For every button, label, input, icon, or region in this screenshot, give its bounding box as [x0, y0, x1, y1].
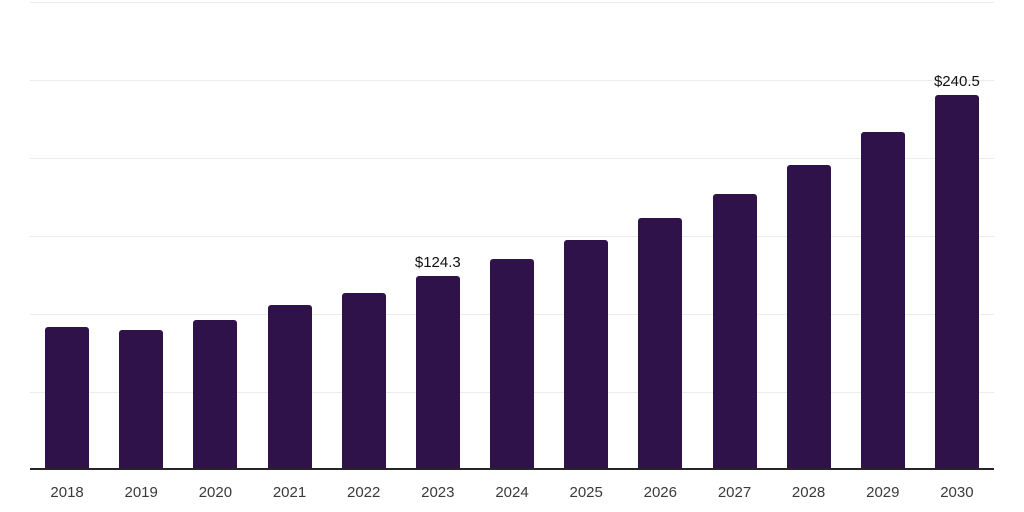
bar-2029 — [860, 132, 905, 470]
x-tick-label-2021: 2021 — [272, 484, 307, 501]
bar-2025 — [564, 239, 609, 470]
x-tick-label-2026: 2026 — [643, 484, 677, 501]
gridline — [30, 2, 994, 3]
bar-2028 — [786, 165, 831, 470]
plot-area: $124.3 $240.5 — [30, 0, 994, 470]
data-label-2030: $240.5 — [933, 72, 980, 90]
x-tick-label-2025: 2025 — [569, 484, 603, 501]
gridline — [30, 158, 994, 159]
bar-2019 — [119, 329, 164, 470]
bar-2020 — [193, 319, 238, 470]
x-tick-label-2027: 2027 — [717, 484, 752, 501]
bar-2023 — [415, 276, 460, 470]
x-tick-label-2024: 2024 — [495, 484, 529, 501]
bar-2027 — [712, 193, 757, 470]
bar-2030 — [934, 94, 979, 470]
x-tick-label-2029: 2029 — [866, 484, 900, 501]
bar-2021 — [267, 304, 312, 470]
gridline — [30, 236, 994, 237]
gridline — [30, 80, 994, 81]
bar-2022 — [341, 292, 386, 470]
x-tick-label-2022: 2022 — [347, 484, 381, 501]
x-tick-label-2023: 2023 — [421, 484, 455, 501]
x-tick-label-2030: 2030 — [940, 484, 974, 501]
bar-2024 — [490, 258, 534, 470]
x-axis-line — [30, 468, 994, 470]
bar-2026 — [638, 217, 683, 470]
x-tick-label-2020: 2020 — [198, 484, 233, 501]
bar-2018 — [45, 327, 90, 470]
x-tick-label-2018: 2018 — [50, 484, 84, 501]
data-label-2023: $124.3 — [414, 254, 461, 272]
x-tick-label-2019: 2019 — [124, 484, 158, 501]
x-tick-label-2028: 2028 — [791, 484, 826, 501]
